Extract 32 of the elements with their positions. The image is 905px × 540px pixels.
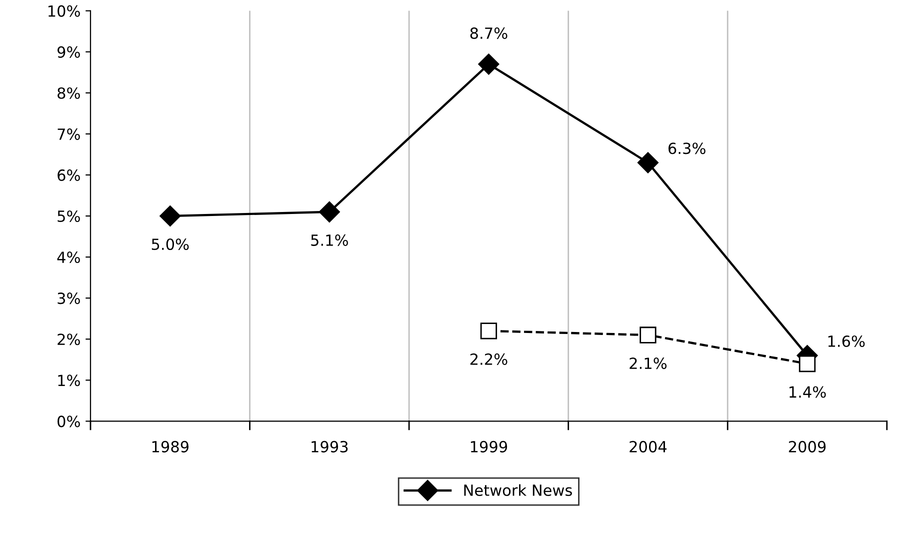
point (160, 205, 181, 227)
data-label: 2.2% (470, 353, 508, 365)
data-label: 2.1% (630, 358, 667, 370)
x-tick-label: 1993 (312, 440, 348, 452)
y-tick-label: 6% (58, 169, 80, 181)
y-tick-label: 10% (48, 5, 80, 17)
data-label: 8.7% (470, 27, 508, 39)
data-label: 1.4% (790, 386, 826, 398)
data-label: 5.0% (152, 238, 189, 250)
data-label: 5.1% (311, 234, 348, 246)
y-tick-label: 3% (58, 292, 80, 304)
x-tick-label: 1999 (470, 440, 508, 452)
point (798, 355, 816, 372)
x-tick-label: 2004 (630, 440, 667, 452)
legend-label: Network News (464, 484, 572, 496)
point (637, 152, 658, 174)
data-label: 6.3% (668, 142, 706, 154)
y-tick-label: 1% (58, 374, 80, 386)
x-tick-label: 2009 (788, 440, 826, 452)
y-tick-label: 7% (58, 128, 80, 140)
point (640, 326, 656, 344)
point (480, 322, 498, 340)
x-tick-label: 1989 (152, 440, 189, 452)
data-label: 1.6% (828, 335, 865, 348)
y-tick-label: 5% (58, 210, 80, 222)
point (478, 54, 500, 75)
y-tick-label: 8% (58, 87, 80, 99)
y-tick-label: 0% (58, 416, 80, 428)
point (318, 201, 340, 222)
y-tick-label: 2% (58, 334, 80, 346)
y-tick-label: 9% (58, 46, 80, 58)
y-tick-label: 4% (57, 252, 80, 264)
